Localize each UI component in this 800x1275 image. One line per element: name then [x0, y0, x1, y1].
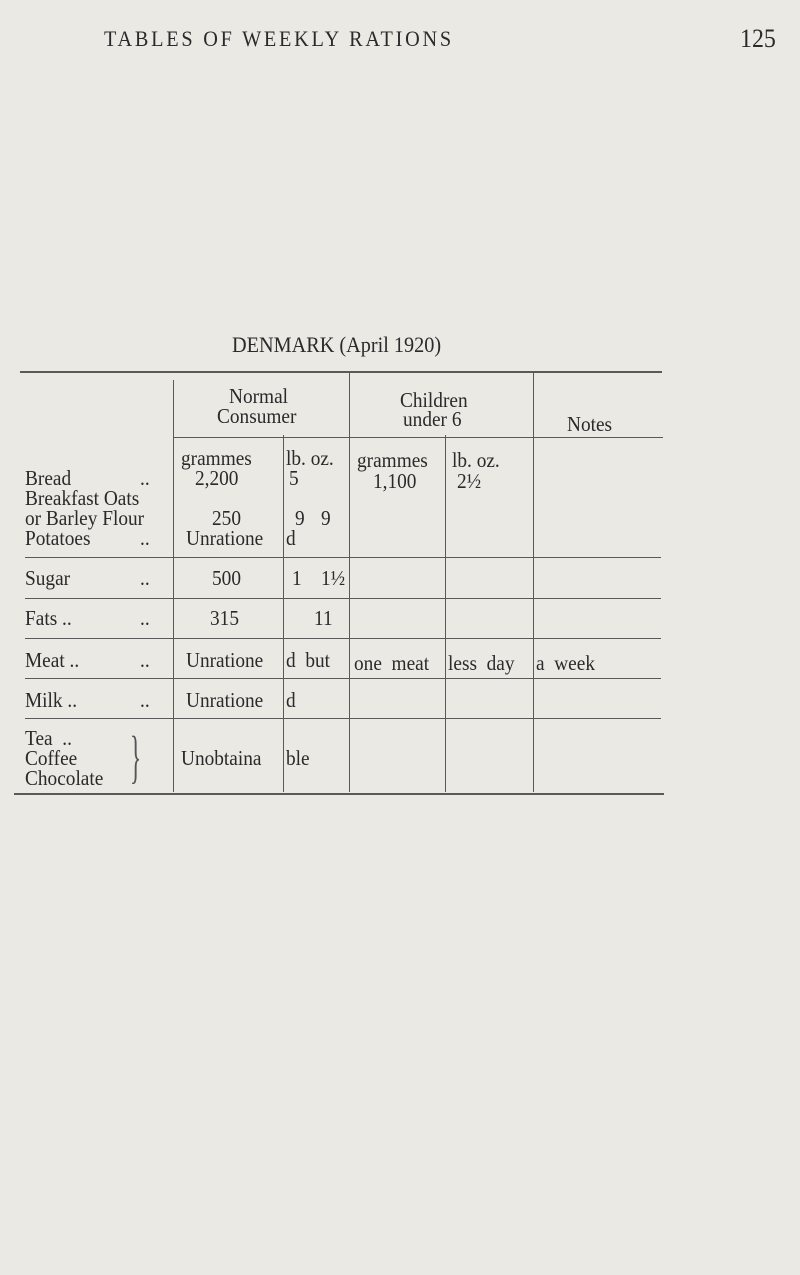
table-title: DENMARK (April 1920)	[232, 332, 442, 357]
dots: ..	[140, 688, 150, 712]
row-label-chocolate: Chocolate	[25, 766, 104, 790]
row-label-milk: Milk ..	[25, 688, 78, 712]
cell: 2,200	[195, 466, 239, 490]
cell: 1,100	[373, 469, 417, 493]
row-label-oats: Breakfast Oats	[25, 486, 140, 510]
dots: ..	[140, 526, 150, 550]
column-rule	[445, 435, 446, 792]
cell: a week	[536, 651, 596, 675]
row-label-potatoes: Potatoes	[25, 526, 91, 550]
header-notes: Notes	[567, 412, 613, 436]
row-rule	[25, 678, 661, 679]
row-label-coffee: Coffee	[25, 746, 78, 770]
row-rule	[25, 638, 661, 639]
dots: ..	[140, 566, 150, 590]
cell: 1½	[321, 566, 346, 590]
column-rule	[533, 372, 534, 792]
row-label-sugar: Sugar	[25, 566, 71, 590]
row-label-meat: Meat ..	[25, 648, 80, 672]
row-label-tea: Tea ..	[25, 726, 72, 750]
cell: 250	[212, 506, 241, 530]
header-children-2: under 6	[403, 407, 462, 431]
cell: Unratione	[186, 688, 264, 712]
row-rule	[25, 718, 661, 719]
header-children-1: Children	[400, 388, 468, 412]
dots: ..	[140, 606, 150, 630]
running-header-title: TABLES OF WEEKLY RATIONS	[104, 26, 454, 51]
header-normal-2: Consumer	[217, 404, 297, 428]
header-normal-1: Normal	[229, 384, 289, 408]
subheader-grammes: grammes	[181, 446, 252, 470]
page-number: 125	[740, 24, 776, 53]
bottom-rule	[14, 793, 664, 795]
brace: }	[130, 724, 142, 789]
row-label-oats-2: or Barley Flour	[25, 506, 145, 530]
dots: ..	[140, 648, 150, 672]
cell: 9	[295, 506, 305, 530]
cell: 500	[212, 566, 241, 590]
cell: 315	[210, 606, 239, 630]
row-label-bread: Bread	[25, 466, 72, 490]
cell: 9	[321, 506, 331, 530]
subheader-lboz-children: lb. oz.	[452, 448, 500, 472]
dots: ..	[140, 466, 150, 490]
subheader-grammes-children: grammes	[357, 448, 428, 472]
cell: less day	[448, 651, 515, 675]
cell: one meat	[354, 651, 430, 675]
row-label-fats: Fats ..	[25, 606, 72, 630]
row-rule	[25, 598, 661, 599]
cell: d	[286, 688, 296, 712]
cell: ble	[286, 746, 310, 770]
cell: Unratione	[186, 648, 264, 672]
cell: 5	[289, 466, 299, 490]
subheader-lboz: lb. oz.	[286, 446, 334, 470]
column-rule	[349, 372, 350, 792]
cell: 1	[292, 566, 302, 590]
top-rule	[20, 371, 662, 373]
cell: Unobtaina	[181, 746, 262, 770]
subheader-rule	[173, 437, 663, 438]
row-rule	[25, 557, 661, 558]
column-rule	[173, 380, 174, 792]
cell: d but	[286, 648, 331, 672]
cell: Unratione	[186, 526, 264, 550]
cell: 11	[314, 606, 333, 630]
cell: d	[286, 526, 296, 550]
cell: 2½	[457, 469, 482, 493]
column-rule	[283, 435, 284, 792]
